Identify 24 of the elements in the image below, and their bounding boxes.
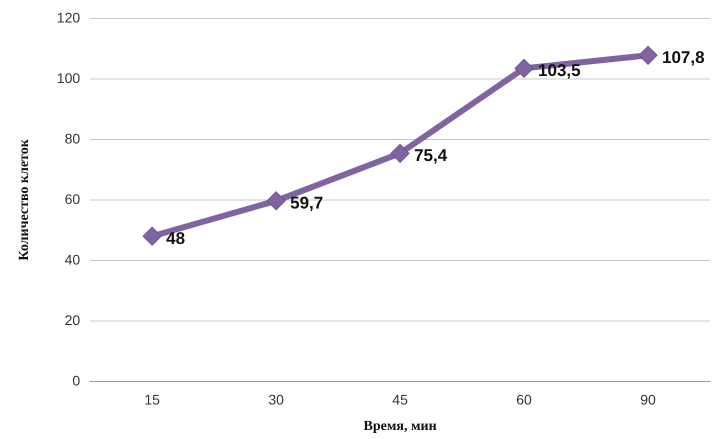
y-tick-label: 40	[64, 251, 80, 268]
x-tick-label: 15	[144, 392, 160, 408]
data-label: 48	[166, 228, 186, 248]
y-tick-label: 0	[72, 372, 80, 388]
x-tick-label: 45	[392, 392, 408, 408]
data-label: 103,5	[538, 61, 581, 80]
point	[514, 58, 534, 78]
x-tick-label: 30	[268, 392, 284, 408]
y-tick-label: 20	[64, 312, 80, 328]
x-tick-label: 90	[640, 392, 656, 408]
x-tick-label: 60	[516, 392, 532, 408]
y-tick-label: 60	[64, 190, 80, 207]
y-tick-label: 100	[56, 70, 80, 86]
point	[142, 226, 162, 246]
x-axis-title: Время, мин	[364, 419, 437, 434]
point	[638, 46, 658, 65]
data-label: 75,4	[414, 146, 448, 166]
y-tick-label: 120	[56, 9, 80, 26]
y-axis-title: Количество клеток	[17, 138, 32, 261]
y-tick-label: 80	[64, 130, 80, 146]
data-label: 59,7	[290, 193, 324, 212]
data-label: 107,8	[662, 48, 705, 67]
point	[390, 144, 410, 163]
point	[266, 191, 286, 210]
